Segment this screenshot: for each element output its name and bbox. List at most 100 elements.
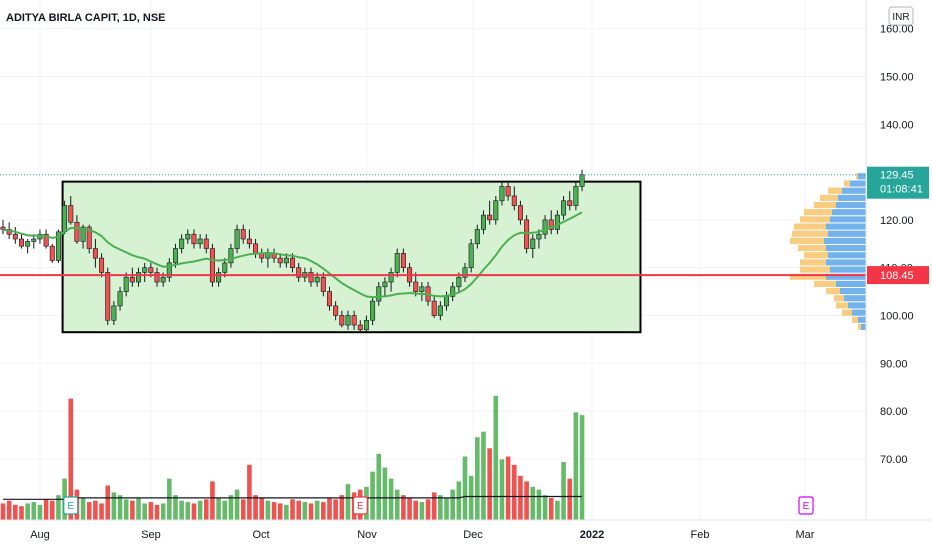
candle-body: [499, 186, 505, 202]
candle-body: [388, 272, 394, 283]
earnings-marker-box: [798, 496, 814, 515]
x-tick-label: Sep: [141, 529, 161, 541]
candle-body: [123, 276, 129, 292]
candle-body: [493, 200, 499, 221]
volume-average-line: [3, 495, 582, 500]
earnings-marker[interactable]: E: [63, 496, 79, 515]
volume-bar: [382, 467, 388, 520]
vp-up-bar: [792, 230, 828, 237]
candle-body: [179, 238, 185, 249]
candle-body: [542, 219, 548, 235]
candle-body: [92, 248, 98, 259]
volume-bar: [43, 499, 49, 520]
volume-bar: [425, 499, 431, 520]
volume-bar: [327, 497, 332, 520]
volume-bar: [210, 481, 215, 520]
candle-body: [437, 305, 443, 316]
vp-up-bar: [856, 173, 858, 180]
volume-bar: [345, 484, 351, 520]
earnings-marker[interactable]: E: [798, 496, 814, 515]
vp-up-bar: [842, 309, 852, 316]
volume-bar: [31, 502, 37, 520]
candle-body: [400, 253, 406, 268]
vp-down-bar: [840, 287, 866, 295]
candle-body: [136, 272, 142, 283]
vp-up-bar: [790, 237, 824, 244]
candle-body: [154, 272, 160, 283]
candle-body: [203, 238, 209, 249]
vp-down-bar: [848, 302, 866, 309]
candle-body: [222, 262, 228, 273]
candle-body: [31, 238, 37, 242]
candle-body: [290, 257, 296, 268]
moving-average: [2, 211, 583, 299]
vp-up-bar: [828, 187, 842, 194]
candle-body: [117, 291, 123, 307]
vp-up-bar: [800, 216, 830, 223]
candle-body: [536, 233, 542, 240]
earnings-marker[interactable]: E: [352, 496, 368, 515]
volume-bar: [333, 499, 338, 520]
ma-line: [2, 211, 583, 299]
candle-body: [339, 315, 345, 326]
volume-bar: [518, 475, 523, 520]
candle-body: [0, 226, 6, 230]
currency-badge[interactable]: INR: [888, 6, 914, 26]
earnings-marker-box: [352, 496, 368, 515]
vp-up-bar: [804, 252, 828, 259]
vp-up-bar: [790, 273, 826, 280]
volume-bar: [130, 500, 135, 520]
candle-body: [209, 248, 215, 283]
candle-body: [55, 231, 61, 261]
volume-bar: [123, 499, 129, 520]
x-tick-label: Nov: [357, 529, 377, 541]
candle-body: [444, 296, 450, 307]
vp-down-bar: [850, 180, 866, 187]
y-tick-label: 140.00: [880, 119, 914, 131]
volume-bar: [296, 500, 301, 520]
volume-bar: [154, 504, 160, 520]
volume-bar: [173, 495, 178, 520]
y-tick-label: 120.00: [880, 215, 914, 227]
volume-bar: [19, 506, 24, 520]
volume-bar: [339, 495, 345, 520]
volume-bar: [56, 495, 61, 520]
volume-profile: [790, 173, 866, 331]
volume-bar: [105, 485, 111, 520]
volume-bar: [25, 503, 30, 520]
candle-body: [216, 272, 222, 283]
vp-down-bar: [828, 230, 866, 237]
range-box[interactable]: [61, 180, 642, 334]
range-box-layer: [61, 180, 642, 334]
vp-down-bar: [828, 252, 866, 259]
hline-badge: [867, 266, 929, 285]
volume-bar: [247, 464, 252, 520]
candle-body: [283, 257, 289, 264]
vp-up-bar: [834, 295, 844, 302]
support-line: [0, 174, 866, 277]
candle-body: [99, 257, 105, 273]
volume-bar: [388, 478, 394, 520]
volume-bar: [573, 412, 579, 520]
volume-bar: [493, 395, 499, 520]
volume-bar: [548, 497, 554, 520]
candle-body: [511, 195, 517, 206]
vp-down-bar: [836, 201, 866, 209]
volume-bar: [191, 503, 197, 520]
vp-down-bar: [826, 259, 866, 266]
candle-body: [265, 253, 271, 259]
vp-up-bar: [836, 302, 848, 309]
candle-body: [142, 267, 148, 273]
volume-bar: [314, 500, 320, 520]
candle-body: [376, 286, 382, 302]
candle-body: [74, 221, 80, 242]
volume-bar: [290, 499, 295, 520]
candle-body: [326, 291, 332, 307]
candle-body: [86, 226, 92, 249]
candle-body: [240, 229, 246, 240]
candle-body: [129, 276, 135, 283]
vp-up-bar: [800, 259, 826, 266]
candle-body: [62, 205, 68, 233]
volume-bar: [111, 492, 117, 520]
